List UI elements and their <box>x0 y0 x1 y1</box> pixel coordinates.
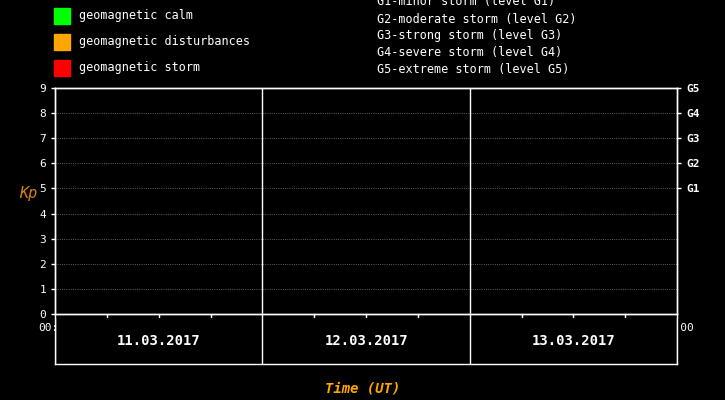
Text: G4-severe storm (level G4): G4-severe storm (level G4) <box>377 46 563 59</box>
Text: geomagnetic storm: geomagnetic storm <box>79 62 200 74</box>
Text: G2-moderate storm (level G2): G2-moderate storm (level G2) <box>377 13 576 26</box>
Text: Time (UT): Time (UT) <box>325 382 400 396</box>
Text: 12.03.2017: 12.03.2017 <box>324 334 408 348</box>
Text: geomagnetic disturbances: geomagnetic disturbances <box>79 35 250 48</box>
Text: geomagnetic calm: geomagnetic calm <box>79 10 193 22</box>
Y-axis label: Kp: Kp <box>19 186 37 201</box>
Bar <box>54 8 70 24</box>
Text: G3-strong storm (level G3): G3-strong storm (level G3) <box>377 29 563 42</box>
Bar <box>54 34 70 50</box>
Bar <box>54 60 70 76</box>
Text: 11.03.2017: 11.03.2017 <box>117 334 201 348</box>
Text: 13.03.2017: 13.03.2017 <box>531 334 616 348</box>
Text: G1-minor storm (level G1): G1-minor storm (level G1) <box>377 0 555 8</box>
Text: G5-extreme storm (level G5): G5-extreme storm (level G5) <box>377 63 569 76</box>
